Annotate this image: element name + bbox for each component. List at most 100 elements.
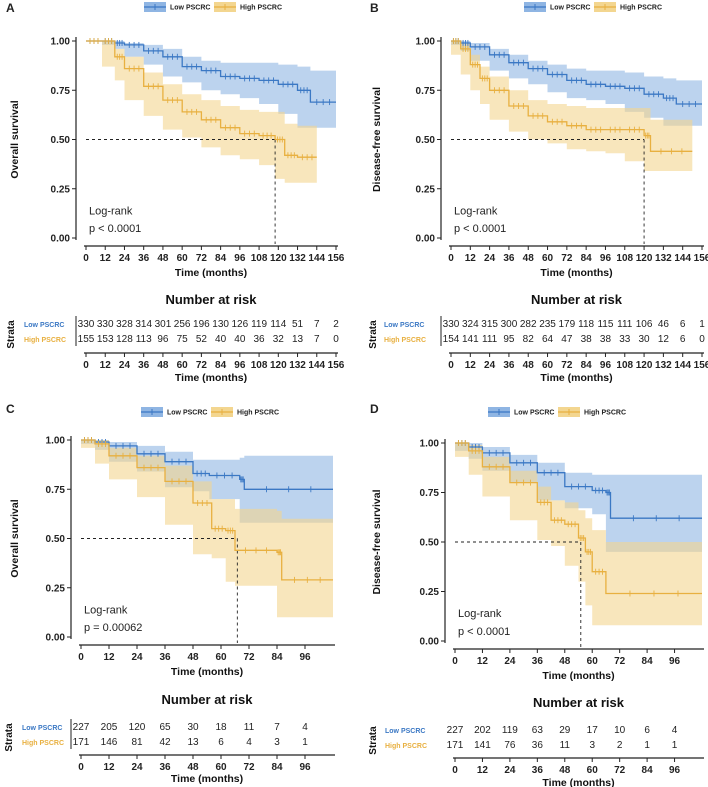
risk-count-high: 81 xyxy=(131,737,143,748)
risk-count-high: 0 xyxy=(333,334,339,345)
y-tick-label: 0.25 xyxy=(46,583,66,594)
risk-x-tick-label: 36 xyxy=(503,360,515,371)
risk-count-high: 96 xyxy=(157,334,169,345)
strata-title: Strata xyxy=(368,726,379,755)
risk-count-low: 1 xyxy=(699,319,705,330)
y-tick-label: 0.00 xyxy=(416,234,436,245)
legend-high-label: High PSCRC xyxy=(584,410,626,417)
risk-count-low: 6 xyxy=(680,319,686,330)
x-tick-label: 24 xyxy=(131,652,143,663)
x-axis-title: Time (months) xyxy=(542,670,614,682)
x-tick-label: 36 xyxy=(138,253,150,264)
risk-count-low: 30 xyxy=(187,722,199,733)
risk-x-tick-label: 108 xyxy=(251,360,268,371)
x-axis-title: Time (months) xyxy=(171,666,243,678)
risk-x-tick-label: 132 xyxy=(655,360,672,371)
logrank-label: Log-rank xyxy=(84,604,128,616)
risk-x-tick-label: 144 xyxy=(674,360,691,371)
risk-x-axis-title: Time (months) xyxy=(171,773,243,785)
risk-count-high: 76 xyxy=(504,740,516,751)
legend: Low PSCRC High PSCRC xyxy=(141,407,279,417)
risk-x-tick-label: 60 xyxy=(215,762,227,773)
risk-count-high: 111 xyxy=(482,334,498,345)
risk-count-high: 13 xyxy=(292,334,304,345)
legend-high-label: High PSCRC xyxy=(240,5,282,12)
x-tick-label: 144 xyxy=(674,253,691,264)
risk-x-tick-label: 108 xyxy=(616,360,633,371)
x-tick-label: 72 xyxy=(561,253,573,264)
risk-x-tick-label: 72 xyxy=(243,762,255,773)
risk-count-low: 301 xyxy=(155,319,172,330)
risk-count-high: 82 xyxy=(523,334,535,345)
risk-count-low: 4 xyxy=(672,725,678,736)
risk-count-low: 324 xyxy=(462,319,479,330)
risk-count-low: 330 xyxy=(97,319,114,330)
x-tick-label: 72 xyxy=(243,652,255,663)
risk-x-tick-label: 12 xyxy=(103,762,115,773)
x-tick-label: 12 xyxy=(103,652,115,663)
risk-count-low: 111 xyxy=(617,319,633,330)
x-tick-label: 0 xyxy=(83,253,89,264)
risk-x-tick-label: 0 xyxy=(448,360,454,371)
panel-letter: B xyxy=(370,1,379,15)
risk-count-high: 146 xyxy=(101,737,118,748)
risk-x-tick-label: 36 xyxy=(138,360,150,371)
risk-count-low: 114 xyxy=(270,319,286,330)
x-tick-label: 36 xyxy=(503,253,515,264)
risk-count-low: 202 xyxy=(474,725,491,736)
legend-low-label: Low PSCRC xyxy=(170,5,210,12)
risk-count-high: 155 xyxy=(78,334,95,345)
legend-low-label: Low PSCRC xyxy=(514,410,554,417)
risk-count-high: 3 xyxy=(589,740,595,751)
risk-x-tick-label: 48 xyxy=(523,360,535,371)
risk-x-tick-label: 36 xyxy=(159,762,171,773)
strata-high-label: High PSCRC xyxy=(384,337,426,344)
y-tick-label: 1.00 xyxy=(416,37,436,48)
risk-count-high: 33 xyxy=(619,334,631,345)
x-tick-label: 108 xyxy=(616,253,633,264)
risk-count-low: 314 xyxy=(135,319,152,330)
risk-x-tick-label: 24 xyxy=(504,765,516,776)
risk-x-tick-label: 156 xyxy=(328,360,345,371)
risk-count-low: 120 xyxy=(129,722,146,733)
x-tick-label: 84 xyxy=(215,253,227,264)
logrank-label: Log-rank xyxy=(454,205,498,217)
panel-letter: D xyxy=(370,402,379,416)
x-tick-label: 156 xyxy=(328,253,345,264)
y-tick-label: 1.00 xyxy=(420,439,440,450)
x-tick-label: 84 xyxy=(271,652,283,663)
x-tick-label: 84 xyxy=(581,253,593,264)
panel-d: D Low PSCRC High PSCRC 0.00 0.25 0.50 0.75 1.00… xyxy=(368,402,704,787)
risk-count-high: 12 xyxy=(658,334,670,345)
x-tick-label: 72 xyxy=(614,656,626,667)
legend-low-label: Low PSCRC xyxy=(167,410,207,417)
y-tick-label: 0.25 xyxy=(51,184,71,195)
risk-count-high: 0 xyxy=(699,334,705,345)
risk-count-high: 36 xyxy=(254,334,266,345)
risk-count-low: 29 xyxy=(559,725,571,736)
risk-count-low: 7 xyxy=(314,319,320,330)
risk-table: Number at risk Strata Low PSCRC High PSCRC 2… xyxy=(4,692,335,785)
risk-x-tick-label: 96 xyxy=(600,360,612,371)
risk-x-tick-label: 96 xyxy=(234,360,246,371)
risk-x-tick-label: 96 xyxy=(299,762,311,773)
risk-count-low: 119 xyxy=(251,319,267,330)
risk-count-high: 141 xyxy=(462,334,479,345)
x-tick-label: 144 xyxy=(308,253,325,264)
risk-count-high: 1 xyxy=(644,740,650,751)
risk-x-tick-label: 24 xyxy=(119,360,131,371)
x-tick-label: 60 xyxy=(177,253,189,264)
y-tick-label: 0.50 xyxy=(420,538,440,549)
risk-count-high: 6 xyxy=(218,737,224,748)
risk-x-tick-label: 120 xyxy=(270,360,287,371)
panel-letter: C xyxy=(6,402,15,416)
risk-count-low: 17 xyxy=(587,725,599,736)
risk-count-low: 6 xyxy=(644,725,650,736)
x-axis-title: Time (months) xyxy=(175,267,247,279)
risk-count-low: 7 xyxy=(274,722,280,733)
x-axis-title: Time (months) xyxy=(540,267,612,279)
y-tick-label: 1.00 xyxy=(46,436,66,447)
risk-x-tick-label: 72 xyxy=(561,360,573,371)
risk-count-low: 227 xyxy=(73,722,90,733)
strata-title: Strata xyxy=(6,320,17,349)
